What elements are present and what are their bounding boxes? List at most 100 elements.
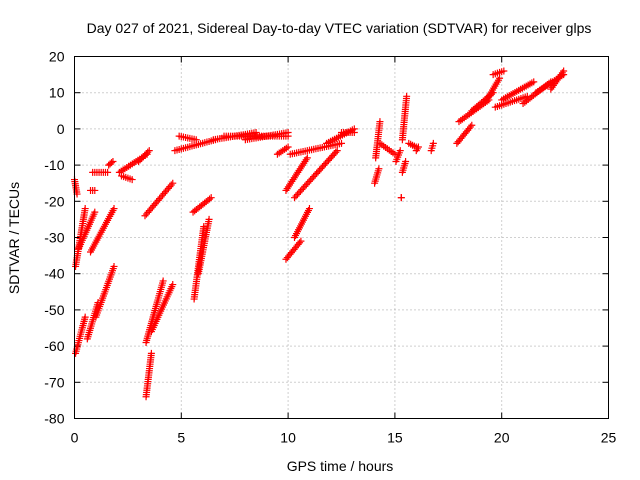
data-point (297, 237, 305, 245)
data-point (284, 143, 292, 151)
series-s49 (491, 92, 531, 111)
series-s11 (115, 150, 151, 176)
data-point (200, 223, 208, 231)
data-point (128, 176, 136, 184)
data-point (324, 156, 332, 164)
data-point (293, 190, 301, 198)
data-point (81, 205, 89, 213)
series-s38 (398, 157, 410, 176)
y-tick-label: -80 (44, 411, 64, 427)
data-point (302, 181, 310, 189)
data-point (136, 156, 144, 164)
data-point (296, 187, 304, 195)
data-point (311, 171, 319, 179)
series-s26 (273, 143, 292, 158)
data-point (104, 168, 112, 176)
data-point (159, 277, 167, 285)
y-tick-label: 0 (57, 121, 65, 137)
series-s39 (398, 92, 411, 144)
data-point (296, 239, 304, 247)
series-s48 (489, 67, 508, 79)
series-s35 (372, 118, 384, 162)
series-s27 (282, 237, 305, 263)
series-s28 (291, 205, 313, 241)
series-s33 (338, 129, 358, 137)
series-s34 (371, 165, 383, 187)
series-s41 (397, 194, 405, 202)
data-point (91, 208, 99, 216)
series-s8 (89, 168, 112, 176)
data-point (376, 118, 384, 126)
data-point (318, 163, 326, 171)
data-point (338, 139, 345, 147)
series-s25 (241, 129, 292, 144)
x-tick-label: 15 (387, 430, 403, 446)
series-s47 (483, 74, 504, 104)
data-point (403, 92, 411, 100)
data-point (314, 168, 322, 176)
data-point (192, 136, 200, 144)
data-point (305, 177, 313, 185)
series-s10 (92, 262, 118, 321)
series-s14 (141, 179, 177, 220)
series-s17 (147, 281, 177, 336)
series-s6 (87, 205, 118, 256)
data-points (71, 67, 568, 401)
data-point (303, 154, 311, 162)
data-point (414, 143, 422, 151)
data-point (468, 121, 476, 129)
data-point (429, 139, 437, 147)
series-s21 (194, 215, 213, 278)
data-point (308, 174, 316, 182)
data-point (305, 205, 313, 213)
series-s44 (453, 121, 476, 147)
data-point (313, 169, 321, 177)
data-point (321, 160, 329, 168)
data-point (329, 151, 337, 159)
y-tick-label: -70 (44, 374, 64, 390)
data-point (333, 147, 341, 155)
data-point (169, 179, 177, 187)
y-tick-label: 10 (49, 85, 65, 101)
data-point (317, 164, 325, 172)
data-point (323, 158, 331, 166)
y-tick-label: -40 (44, 266, 64, 282)
y-tick-label: -10 (44, 157, 64, 173)
series-s30 (291, 147, 341, 202)
x-tick-label: 5 (177, 430, 185, 446)
y-axis-title: SDTVAR / TECUs (6, 182, 22, 294)
data-point (205, 215, 213, 223)
tick-labels: 0 5 10 15 20 25 20 10 0 -10 -20 -30 -40 -50 -60 -70 -80 (44, 49, 616, 446)
plot-frame (74, 56, 609, 419)
data-point (326, 155, 334, 163)
chart-title: Day 027 of 2021, Sidereal Day-to-day VTE… (87, 20, 592, 36)
series-s42 (412, 143, 422, 155)
data-point (316, 166, 324, 174)
data-point (402, 157, 410, 165)
x-tick-label: 25 (601, 430, 617, 446)
series-s4 (72, 313, 89, 357)
axis-ticks (74, 56, 609, 419)
data-point (301, 182, 309, 190)
series-s20 (190, 223, 208, 303)
series-s43 (427, 139, 437, 155)
data-point (299, 184, 307, 192)
data-point (500, 67, 508, 75)
series-s22 (189, 194, 215, 216)
series-s37 (392, 147, 404, 165)
y-tick-label: 20 (49, 49, 65, 65)
data-point (560, 67, 568, 75)
data-point (330, 150, 338, 158)
data-point (110, 205, 118, 213)
data-point (375, 165, 383, 173)
data-point (147, 349, 155, 357)
data-point (284, 129, 292, 137)
data-point (304, 179, 312, 187)
data-point (332, 148, 340, 156)
data-point (307, 176, 315, 184)
data-point (298, 186, 306, 194)
series-s3 (75, 208, 99, 252)
data-point (144, 148, 152, 156)
data-point (206, 195, 214, 203)
